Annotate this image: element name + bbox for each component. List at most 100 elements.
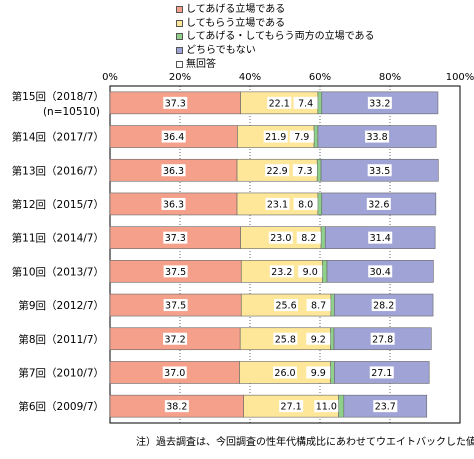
data-label: 23.0 bbox=[270, 233, 291, 244]
data-label: 9.2 bbox=[311, 334, 326, 345]
data-label: 8.2 bbox=[301, 233, 316, 244]
data-label: 33.8 bbox=[366, 132, 387, 143]
data-label: 7.9 bbox=[294, 132, 309, 143]
data-label-bg bbox=[314, 400, 339, 413]
data-label-bg bbox=[269, 265, 294, 278]
category-label: 第7回（2010/7） bbox=[18, 366, 104, 379]
data-label-bg bbox=[367, 164, 392, 177]
data-label: 32.6 bbox=[368, 199, 389, 210]
data-label: 37.5 bbox=[165, 267, 186, 278]
x-tick-label: 80% bbox=[379, 72, 401, 83]
data-label-bg bbox=[273, 366, 297, 379]
data-label: 28.2 bbox=[373, 301, 394, 312]
category-label: 第6回（2009/7） bbox=[18, 400, 104, 413]
data-label-bg bbox=[368, 265, 393, 278]
data-label-bg bbox=[370, 332, 395, 345]
data-label: 27.1 bbox=[281, 402, 302, 413]
legend-swatch bbox=[176, 33, 183, 41]
bar-segment bbox=[313, 125, 319, 148]
data-label: 27.1 bbox=[371, 368, 392, 379]
data-label: 30.4 bbox=[370, 267, 391, 278]
data-label: 23.1 bbox=[267, 199, 288, 210]
data-label-bg bbox=[163, 332, 188, 345]
legend-swatch bbox=[176, 47, 183, 55]
data-label-bg bbox=[274, 299, 299, 312]
data-label: 8.7 bbox=[311, 301, 326, 312]
data-label: 25.8 bbox=[275, 334, 296, 345]
data-label-bg bbox=[366, 197, 391, 210]
data-label-bg bbox=[161, 164, 186, 177]
bar-segment bbox=[330, 293, 335, 317]
legend-item: 無回答 bbox=[176, 57, 375, 71]
legend-item: してもらう立場である bbox=[176, 17, 375, 31]
data-label-bg bbox=[298, 265, 323, 278]
data-label-bg bbox=[273, 332, 298, 345]
data-label-bg bbox=[265, 164, 290, 177]
data-label-bg bbox=[163, 231, 188, 244]
data-label: 23.7 bbox=[375, 402, 396, 413]
data-label: 23.2 bbox=[271, 267, 292, 278]
data-label-bg bbox=[371, 299, 396, 312]
data-label: 7.3 bbox=[297, 166, 312, 177]
data-label: 31.4 bbox=[370, 233, 391, 244]
data-label-bg bbox=[296, 231, 321, 244]
x-tick-label: 0% bbox=[102, 72, 118, 83]
data-label-bg bbox=[163, 265, 188, 278]
data-label: 11.0 bbox=[316, 402, 337, 413]
data-label-bg bbox=[293, 197, 318, 210]
category-label: 第8回（2011/7） bbox=[18, 333, 104, 346]
data-label-bg bbox=[162, 366, 187, 379]
data-label-bg bbox=[293, 96, 318, 109]
data-label-bg bbox=[267, 96, 292, 109]
data-label-bg bbox=[369, 366, 394, 379]
category-label: (n=10510) bbox=[43, 106, 100, 118]
data-label: 38.2 bbox=[166, 402, 187, 413]
data-label-bg bbox=[306, 332, 331, 345]
data-label: 8.0 bbox=[298, 199, 313, 210]
data-label-bg bbox=[306, 366, 331, 379]
data-label: 22.1 bbox=[269, 98, 290, 109]
legend-item: してあげる立場である bbox=[176, 3, 375, 17]
legend-label: してあげる立場である bbox=[186, 4, 286, 16]
x-tick-label: 40% bbox=[239, 72, 261, 83]
data-label: 37.3 bbox=[165, 233, 186, 244]
legend-label: 無回答 bbox=[186, 58, 216, 70]
data-label-bg bbox=[263, 130, 288, 143]
bar-segment bbox=[316, 158, 322, 182]
data-label: 37.0 bbox=[164, 368, 185, 379]
data-label-bg bbox=[268, 231, 293, 244]
category-label: 第13回（2016/7） bbox=[12, 164, 104, 177]
data-label: 36.3 bbox=[163, 199, 184, 210]
data-label: 22.9 bbox=[267, 166, 288, 177]
data-label-bg bbox=[279, 400, 304, 413]
data-label: 26.0 bbox=[274, 368, 295, 379]
x-tick-label: 100% bbox=[446, 72, 474, 83]
data-label-bg bbox=[306, 299, 331, 312]
data-label-bg bbox=[373, 400, 398, 413]
data-label-bg bbox=[163, 299, 188, 312]
data-label: 36.4 bbox=[163, 132, 184, 143]
x-tick-label: 20% bbox=[169, 72, 191, 83]
category-label: 第10回（2013/7） bbox=[12, 265, 104, 278]
data-label-bg bbox=[161, 130, 186, 143]
footnote: 注）過去調査は、今回調査の性年代構成比にあわせてウエイトバックした値。 bbox=[136, 437, 474, 448]
bar-segment bbox=[330, 361, 335, 384]
legend-swatch bbox=[176, 6, 183, 14]
data-label: 21.9 bbox=[265, 132, 286, 143]
data-label-bg bbox=[163, 96, 188, 109]
plot-frame bbox=[109, 85, 461, 424]
data-label-bg bbox=[292, 164, 317, 177]
bar-segment bbox=[338, 394, 345, 418]
bar-segment bbox=[320, 226, 326, 249]
data-label: 7.4 bbox=[298, 98, 313, 109]
data-label-bg bbox=[365, 130, 390, 143]
bar-segment bbox=[317, 91, 323, 115]
legend-swatch bbox=[176, 60, 183, 68]
legend-label: どちらでもない bbox=[186, 45, 256, 57]
x-tick-label: 60% bbox=[309, 72, 331, 83]
data-label: 36.3 bbox=[163, 166, 184, 177]
data-label: 9.9 bbox=[311, 368, 326, 379]
data-label-bg bbox=[164, 400, 189, 413]
category-label: 第15回（2018/7） bbox=[12, 90, 104, 103]
